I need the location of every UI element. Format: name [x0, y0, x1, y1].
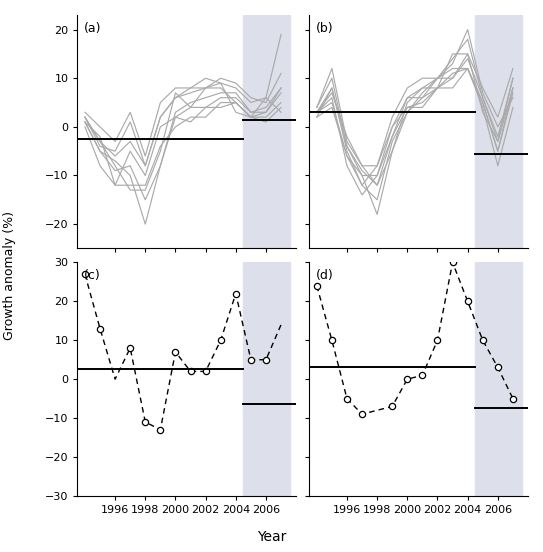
Text: (a): (a)	[84, 22, 102, 35]
Bar	[243, 262, 290, 496]
Text: (d): (d)	[316, 269, 333, 283]
Text: (b): (b)	[316, 22, 333, 35]
Bar	[475, 15, 522, 248]
Bar	[243, 15, 290, 248]
Text: (c): (c)	[84, 269, 100, 283]
Text: Growth anomaly (%): Growth anomaly (%)	[3, 211, 16, 341]
Bar	[475, 262, 522, 496]
Text: Year: Year	[257, 530, 286, 544]
